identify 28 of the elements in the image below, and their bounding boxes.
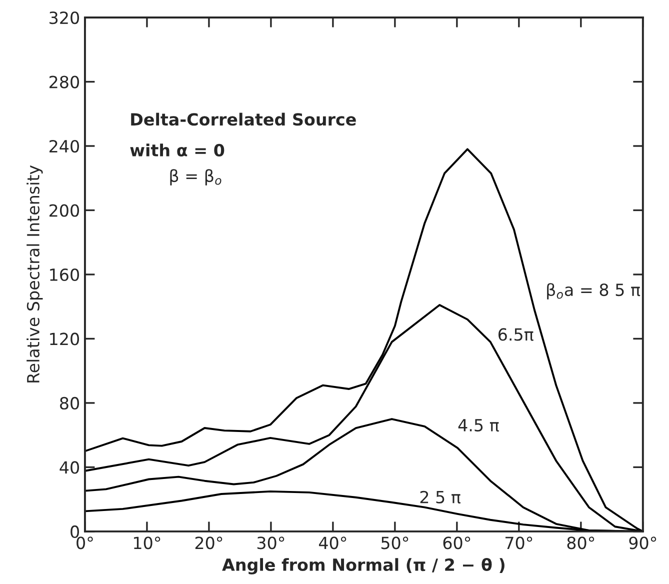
y-tick-label: 0 <box>70 525 79 538</box>
x-axis-title: Angle from Normal (π / 2 − θ ) <box>222 558 504 574</box>
y-tick-label: 160 <box>50 268 79 282</box>
y-tick-label: 200 <box>50 204 79 217</box>
x-tick-label: 60° <box>443 536 470 550</box>
x-tick-label: 80° <box>567 536 594 550</box>
series-label: β$_{o}$a = 8 5 π <box>547 283 640 300</box>
y-tick-label: 120 <box>50 332 79 346</box>
y-tick-label: 80 <box>60 396 79 410</box>
y-tick-label: 320 <box>50 11 79 24</box>
x-tick-label: 20° <box>195 536 222 550</box>
x-tick-label: 70° <box>506 536 532 550</box>
series-label: 6.5π <box>498 328 534 341</box>
y-tick-label: 280 <box>50 76 79 88</box>
x-tick-label: 50° <box>381 536 408 550</box>
y-axis-title: Relative Spectral Intensity <box>26 165 43 382</box>
x-tick-label: 40° <box>318 536 346 550</box>
y-tick-label: 40 <box>60 461 79 474</box>
annotation: with α = 0 <box>130 144 224 157</box>
x-tick-label: 90° <box>629 536 656 550</box>
series-label: 4.5 π <box>458 419 499 432</box>
annotation: β = β$_{o}$ <box>170 169 222 186</box>
x-tick-label: 10° <box>134 536 160 550</box>
series-label: 2 5 π <box>420 490 461 504</box>
annotation: Delta-Correlated Source <box>131 112 356 126</box>
x-tick-label: 30° <box>257 536 284 550</box>
x-tick-label: 0° <box>76 536 93 550</box>
y-tick-label: 240 <box>50 140 79 153</box>
